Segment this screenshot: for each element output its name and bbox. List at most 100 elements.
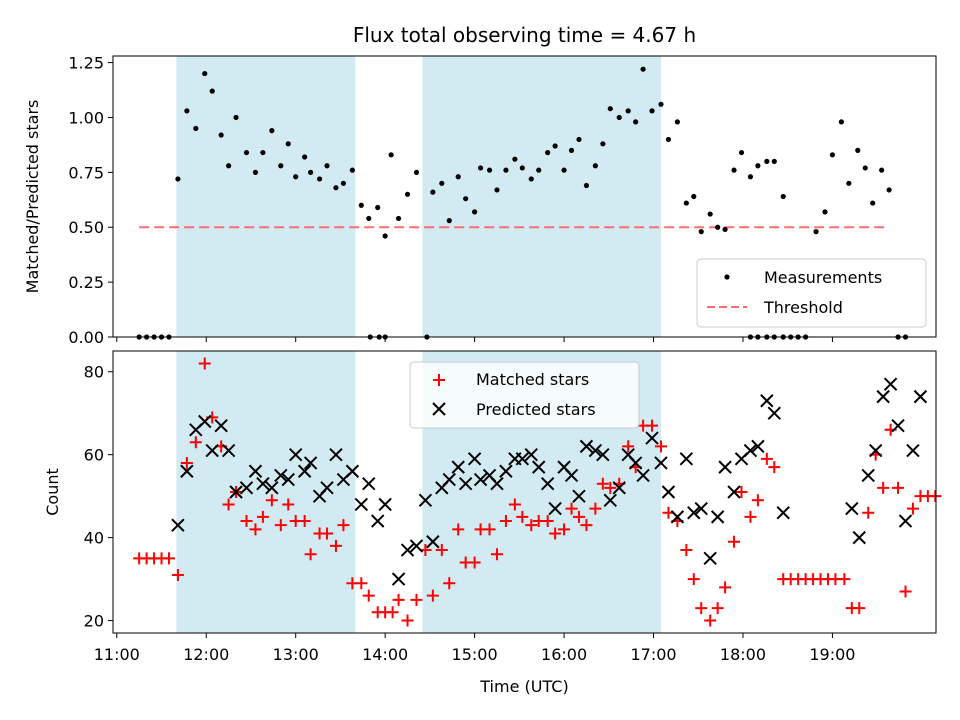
measurement-point-16: [269, 128, 275, 134]
predicted-point-1: [180, 464, 194, 478]
bottom-legend-box: [409, 361, 640, 429]
matched-point-90: [862, 506, 875, 519]
predicted-point-80: [891, 418, 905, 433]
predicted-point-10: [256, 476, 270, 491]
measurement-point-14: [252, 169, 259, 175]
predicted-point-9: [248, 464, 263, 478]
matched-point-71: [711, 602, 724, 615]
matched-point-69: [695, 602, 708, 615]
measurement-point-94: [838, 119, 844, 125]
measurement-point-71: [691, 193, 697, 200]
matched-point-96: [906, 502, 919, 515]
predicted-point-32: [442, 472, 456, 487]
matched-point-78: [768, 461, 781, 474]
measurement-point-62: [616, 114, 622, 121]
matched-point-7: [189, 436, 202, 449]
top-y-tick-label-5: 1.25: [68, 54, 104, 73]
matched-point-27: [355, 577, 368, 590]
matched-point-6: [180, 456, 193, 469]
bottom-x-ticks: 11:00 12:00 13:00 14:00 15:00 16:00 17:00 18:00…: [94, 633, 855, 664]
matched-point-37: [435, 544, 448, 557]
matched-point-44: [490, 548, 503, 561]
top-shaded-region-0: [176, 56, 356, 337]
predicted-point-16: [303, 456, 318, 470]
matched-point-51: [549, 527, 562, 540]
measurement-point-8: [202, 70, 208, 77]
measurement-point-9: [209, 88, 215, 94]
top-y-tick-label-2: 0.50: [68, 218, 104, 237]
matched-point-67: [680, 544, 693, 557]
matched-point-73: [728, 535, 741, 548]
measurement-point-64: [633, 119, 639, 125]
measurement-point-75: [722, 226, 728, 233]
predicted-point-7: [229, 485, 243, 499]
predicted-point-51: [596, 447, 610, 462]
predicted-point-44: [540, 476, 555, 491]
predicted-point-29: [418, 493, 433, 508]
measurement-point-81: [771, 158, 777, 164]
x-tick-label-6: 17:00: [630, 645, 676, 664]
x-tick-label-7: 18:00: [720, 645, 766, 664]
matched-point-52: [558, 523, 571, 536]
predicted-point-5: [214, 418, 228, 433]
measurement-point-77: [738, 149, 745, 156]
predicted-point-8: [239, 481, 254, 495]
measurement-point-26: [349, 167, 355, 173]
legend-threshold-label: Threshold: [763, 298, 843, 317]
matched-point-63: [646, 419, 659, 432]
measurement-point-47: [494, 187, 500, 193]
predicted-point-59: [661, 485, 676, 499]
predicted-point-3: [198, 414, 212, 429]
measurement-point-80: [764, 158, 770, 164]
measurement-point-29: [375, 204, 381, 211]
predicted-point-64: [703, 551, 717, 566]
legend-measurements-label: Measurements: [764, 268, 882, 287]
predicted-point-78: [876, 389, 890, 404]
measurement-point-78: [747, 174, 754, 180]
matched-point-53: [565, 502, 578, 515]
bot-shaded-region-0: [176, 351, 356, 633]
matched-point-28: [362, 589, 375, 602]
predicted-point-79: [883, 377, 898, 391]
matched-point-46: [508, 498, 521, 511]
matched-point-17: [274, 519, 287, 532]
predicted-point-61: [679, 452, 694, 466]
predicted-point-48: [572, 489, 586, 503]
top-x-ticks: [116, 337, 833, 342]
predicted-point-72: [767, 406, 782, 420]
measurement-point-60: [600, 141, 606, 147]
measurement-point-46: [486, 167, 493, 173]
measurement-point-50: [519, 165, 525, 171]
measurement-point-36: [404, 191, 411, 197]
predicted-point-27: [400, 543, 415, 557]
measurement-point-76: [731, 167, 737, 173]
top-axes-frame: [112, 55, 937, 338]
predicted-point-82: [906, 443, 920, 458]
matched-point-31: [386, 606, 399, 619]
x-tick-label-5: 16:00: [541, 645, 587, 664]
matched-point-56: [589, 502, 602, 515]
predicted-point-39: [499, 464, 513, 478]
legend-matched-label: Matched stars: [476, 370, 589, 389]
measurement-point-24: [333, 185, 339, 191]
predicted-point-70: [751, 439, 765, 454]
matched-point-58: [604, 481, 617, 494]
matched-point-43: [483, 523, 496, 536]
matched-point-92: [877, 481, 890, 494]
predicted-point-52: [603, 493, 617, 508]
measurement-point-53: [545, 149, 551, 156]
predicted-point-60: [670, 510, 685, 524]
predicted-point-58: [654, 456, 668, 470]
matched-point-14: [249, 523, 262, 536]
measurement-point-100: [886, 187, 892, 193]
measurement-point-61: [607, 106, 613, 112]
matched-point-41: [468, 556, 481, 569]
bot-y-tick-label-0: 20: [84, 612, 104, 631]
x-tick-label-3: 14:00: [362, 645, 408, 664]
bot-y-tick-label-1: 40: [84, 529, 104, 548]
measurement-point-56: [568, 147, 575, 153]
predicted-point-67: [727, 485, 741, 499]
matched-point-32: [392, 593, 405, 606]
measurement-point-52: [536, 167, 542, 173]
top-measurement-points: [136, 66, 909, 340]
